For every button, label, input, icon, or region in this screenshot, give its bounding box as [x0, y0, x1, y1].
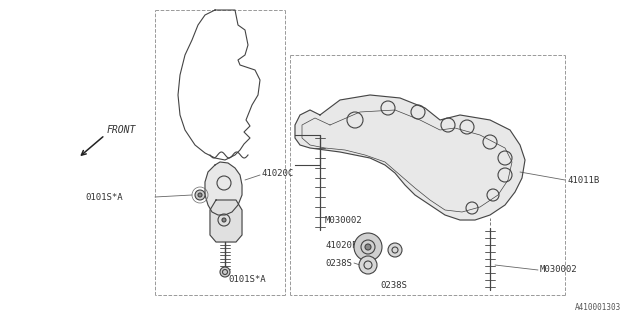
- Circle shape: [359, 256, 377, 274]
- Polygon shape: [210, 200, 242, 242]
- Circle shape: [198, 193, 202, 197]
- Text: 41020F: 41020F: [325, 241, 357, 250]
- Text: A410001303: A410001303: [575, 303, 621, 313]
- Polygon shape: [295, 95, 525, 220]
- Text: 41020C: 41020C: [262, 169, 294, 178]
- Circle shape: [354, 233, 382, 261]
- Text: 0101S*A: 0101S*A: [85, 193, 123, 202]
- Circle shape: [195, 190, 205, 200]
- Circle shape: [388, 243, 402, 257]
- Text: 0238S: 0238S: [325, 259, 352, 268]
- Polygon shape: [205, 162, 242, 215]
- Text: 41011B: 41011B: [567, 175, 599, 185]
- Text: M030002: M030002: [325, 215, 363, 225]
- Text: 0101S*A: 0101S*A: [228, 276, 266, 284]
- Text: FRONT: FRONT: [107, 125, 136, 135]
- Circle shape: [222, 218, 226, 222]
- Text: M030002: M030002: [540, 266, 578, 275]
- Circle shape: [220, 267, 230, 277]
- Circle shape: [365, 244, 371, 250]
- Text: 0238S: 0238S: [380, 281, 407, 290]
